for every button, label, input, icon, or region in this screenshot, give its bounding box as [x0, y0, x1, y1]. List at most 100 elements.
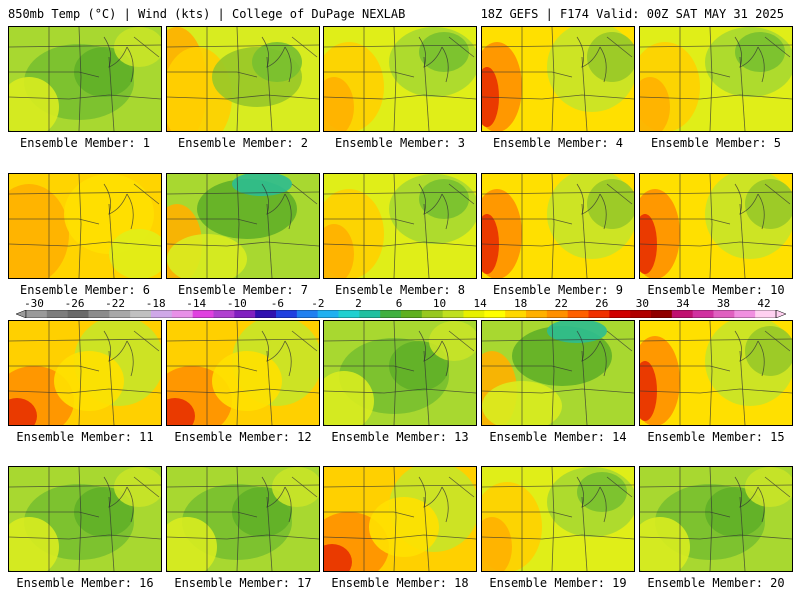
colorbar-swatch [171, 310, 194, 318]
colorbar-swatch [109, 310, 131, 318]
colorbar-swatch [213, 310, 235, 318]
colorbar-tick-label: 14 [473, 297, 487, 310]
ensemble-member-label: Ensemble Member: 20 [647, 576, 785, 590]
temperature-field [640, 467, 792, 571]
colorbar-swatch [151, 310, 173, 318]
colorbar-swatch [276, 310, 298, 318]
ensemble-member-map [323, 173, 477, 279]
temperature-field [9, 321, 161, 425]
ensemble-member-label: Ensemble Member: 13 [331, 430, 469, 444]
ensemble-member-label: Ensemble Member: 6 [19, 283, 151, 297]
temperature-field [167, 467, 319, 571]
ensemble-member-map [8, 173, 162, 279]
colorbar-swatch [463, 310, 485, 318]
temperature-field [482, 174, 634, 278]
colorbar-tick-label: -6 [270, 297, 284, 310]
colorbar-swatch [296, 310, 319, 318]
ensemble-member-map [639, 320, 793, 426]
ensemble-member-label: Ensemble Member: 19 [489, 576, 627, 590]
temperature-field [640, 27, 792, 131]
ensemble-member-map [166, 26, 320, 132]
colorbar-tick-label: -14 [186, 297, 207, 310]
temperature-colorbar [16, 310, 786, 318]
ensemble-member-map [166, 320, 320, 426]
colorbar-tick-label: -26 [64, 297, 85, 310]
ensemble-member-map [323, 320, 477, 426]
colorbar-tick-label: 26 [595, 297, 609, 310]
colorbar-swatch [755, 310, 777, 318]
colorbar-swatch [505, 310, 527, 318]
ensemble-member-label: Ensemble Member: 3 [334, 136, 466, 150]
colorbar-swatch [380, 310, 402, 318]
header-title: 850mb Temp (°C) | Wind (kts) | College o… [8, 7, 406, 21]
colorbar-swatch [546, 310, 569, 318]
colorbar-tick-label: -10 [226, 297, 247, 310]
colorbar-tick-label: -2 [311, 297, 325, 310]
colorbar-swatch [734, 310, 756, 318]
colorbar-swatch [338, 310, 360, 318]
colorbar-swatch [192, 310, 214, 318]
colorbar-tick-label: 18 [514, 297, 528, 310]
ensemble-member-map [481, 173, 635, 279]
ensemble-member-label: Ensemble Member: 18 [331, 576, 469, 590]
temperature-field [640, 321, 792, 425]
ensemble-member-map [8, 26, 162, 132]
colorbar-swatch [401, 310, 423, 318]
ensemble-member-label: Ensemble Member: 17 [174, 576, 312, 590]
ensemble-member-map [639, 466, 793, 572]
ensemble-member-map [481, 26, 635, 132]
ensemble-member-label: Ensemble Member: 9 [492, 283, 624, 297]
colorbar-tick-label: 22 [554, 297, 568, 310]
colorbar-tick-label: 34 [676, 297, 690, 310]
temperature-field [640, 174, 792, 278]
colorbar-swatch [359, 310, 381, 318]
colorbar-swatch [671, 310, 694, 318]
colorbar-swatch [130, 310, 152, 318]
colorbar-swatch [567, 310, 589, 318]
ensemble-member-map [8, 320, 162, 426]
colorbar-tick-label: -18 [145, 297, 166, 310]
colorbar-swatch [609, 310, 631, 318]
colorbar-swatch [88, 310, 110, 318]
temperature-field [9, 27, 161, 131]
colorbar-swatch [692, 310, 714, 318]
ensemble-member-label: Ensemble Member: 4 [492, 136, 624, 150]
colorbar-swatch [484, 310, 506, 318]
ensemble-member-map [639, 173, 793, 279]
ensemble-member-map [481, 466, 635, 572]
temperature-field [482, 467, 634, 571]
ensemble-member-label: Ensemble Member: 11 [16, 430, 154, 444]
ensemble-member-map [8, 466, 162, 572]
temperature-field [482, 27, 634, 131]
colorbar-tick-label: 6 [395, 297, 403, 310]
colorbar-swatch [526, 310, 548, 318]
colorbar-tick-label: 38 [716, 297, 731, 310]
colorbar-swatch [713, 310, 735, 318]
ensemble-member-map [481, 320, 635, 426]
temperature-field [9, 467, 161, 571]
colorbar-swatch [651, 310, 673, 318]
temperature-field [324, 174, 476, 278]
colorbar-swatch [46, 310, 69, 318]
colorbar-swatch [234, 310, 256, 318]
ensemble-member-map [166, 466, 320, 572]
ensemble-member-label: Ensemble Member: 14 [489, 430, 627, 444]
colorbar-tick-label: -30 [24, 297, 44, 310]
temperature-field [167, 321, 319, 425]
ensemble-member-label: Ensemble Member: 16 [16, 576, 154, 590]
ensemble-member-map [639, 26, 793, 132]
ensemble-member-label: Ensemble Member: 1 [19, 136, 151, 150]
colorbar-swatch [317, 310, 339, 318]
temperature-field [324, 321, 476, 425]
ensemble-member-map [323, 466, 477, 572]
temperature-field [167, 27, 319, 131]
ensemble-member-map [166, 173, 320, 279]
colorbar-tick-label: 42 [757, 297, 771, 310]
colorbar-swatch [67, 310, 89, 318]
ensemble-member-label: Ensemble Member: 8 [334, 283, 466, 297]
colorbar-swatch [26, 310, 48, 318]
temperature-field [324, 467, 476, 571]
colorbar-swatch [630, 310, 652, 318]
header-valid-time: 18Z GEFS | F174 Valid: 00Z SAT MAY 31 20… [480, 7, 784, 21]
colorbar-swatch [588, 310, 610, 318]
